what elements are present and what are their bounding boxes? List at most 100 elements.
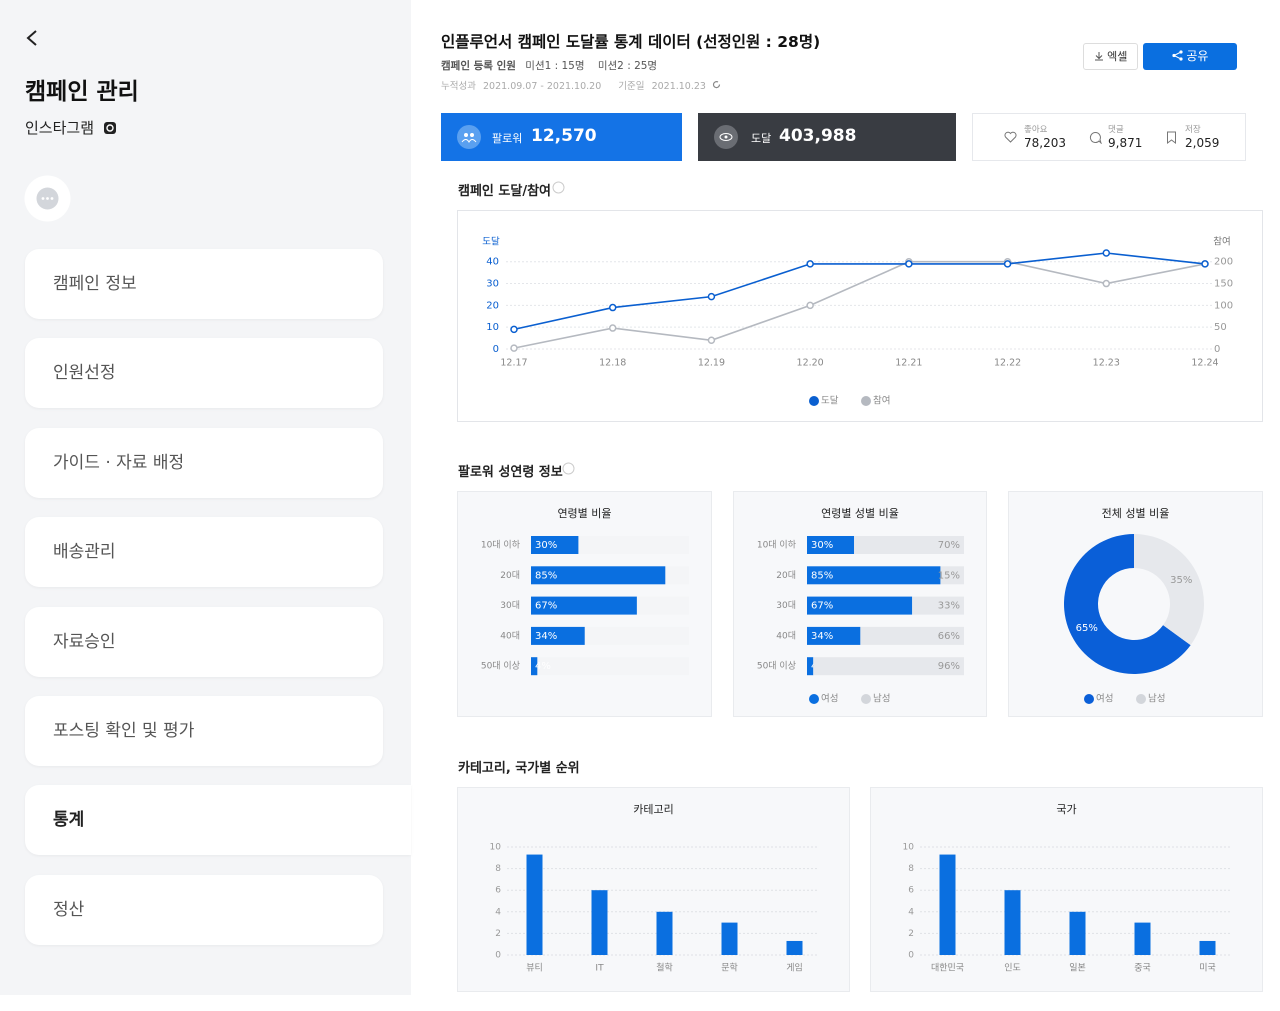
- menu-item[interactable]: 배송관리: [25, 517, 383, 588]
- x-tick-label: 게임: [786, 962, 803, 974]
- menu-item[interactable]: 자료승인: [25, 606, 383, 677]
- bar-segment: [807, 657, 814, 676]
- share-button[interactable]: 공유: [1143, 43, 1237, 70]
- sidebar: 캠페인 관리 인스타그램 캠페인 정보 인원선정 가이드 · 자료 배정 배송관리 자료…: [0, 0, 411, 995]
- legend-label: 남성: [873, 694, 890, 705]
- bar: [531, 626, 585, 645]
- series-line: [513, 260, 1206, 349]
- legend-swatch: [861, 694, 871, 704]
- like-icon: [1004, 131, 1017, 143]
- mission-info: 캠페인 등록 인원 미션1 : 15명 미션2 : 25명: [441, 58, 657, 73]
- point: [806, 301, 814, 310]
- section-title: 팔로워 성연령 정보: [458, 465, 563, 480]
- help-icon[interactable]: [552, 181, 565, 194]
- section-title: 카테고리, 국가별 순위: [458, 761, 580, 776]
- category-label: 50대 이상: [481, 661, 520, 672]
- bar-track: [531, 657, 689, 676]
- y-tick-label: 2: [495, 929, 501, 939]
- x-tick-label: 대한민국: [931, 963, 964, 974]
- legend-label: 참여: [873, 395, 890, 407]
- category-label: 40대: [500, 630, 520, 641]
- panel-title: 연령별 성별 비율: [821, 507, 899, 520]
- point: [608, 324, 617, 332]
- value-label: 70%: [938, 540, 960, 551]
- x-tick-label: 12.22: [994, 358, 1021, 369]
- bar: [656, 911, 673, 955]
- value-label: 4%: [535, 661, 551, 672]
- menu-item[interactable]: 인원선정: [25, 338, 383, 409]
- download-icon: [1094, 52, 1103, 61]
- comment-icon: [1089, 131, 1102, 144]
- point: [905, 260, 913, 268]
- panel-title: 카테고리: [633, 803, 673, 816]
- bar: [531, 657, 538, 676]
- bar: [531, 536, 579, 554]
- value-label: 85%: [535, 570, 557, 581]
- y-tick-label: 6: [495, 886, 501, 896]
- back-button[interactable]: [22, 28, 42, 48]
- menu-item[interactable]: 정산: [25, 874, 383, 945]
- period-label: 누적성과: [441, 81, 476, 92]
- bar-segment: [912, 596, 964, 615]
- period: 2021.09.07 - 2021.10.20: [483, 81, 602, 92]
- registered-label: 캠페인 등록 인원: [441, 60, 516, 72]
- y2-tick-label: 200: [1214, 257, 1233, 268]
- help-icon[interactable]: [562, 462, 575, 475]
- y-tick-label: 20: [486, 300, 499, 311]
- category-label: 20대: [776, 570, 796, 581]
- share-icon: [1171, 50, 1183, 61]
- bar: [531, 596, 637, 615]
- excel-button[interactable]: 엑셀: [1083, 43, 1138, 70]
- menu-item[interactable]: 통계: [25, 785, 411, 856]
- value-label: 34%: [535, 631, 557, 642]
- x-tick-label: 12.18: [599, 358, 626, 369]
- point: [1102, 279, 1111, 288]
- refresh-icon[interactable]: [712, 80, 721, 89]
- y2-tick-label: 150: [1214, 279, 1233, 290]
- value-label: 67%: [811, 601, 833, 612]
- x-tick-label: 12.21: [895, 358, 922, 369]
- y-tick-label: 4: [908, 907, 914, 917]
- panel-title: 연령별 비율: [557, 507, 611, 520]
- x-tick-label: 미국: [1199, 963, 1216, 974]
- category-label: 20대: [500, 570, 520, 581]
- excel-label: 엑셀: [1107, 50, 1128, 63]
- x-tick-label: 철학: [656, 963, 673, 974]
- bar-segment: [807, 566, 941, 585]
- reach-card: 도달 403,988: [698, 113, 956, 161]
- point: [608, 303, 617, 312]
- donut-segment: [1064, 534, 1191, 674]
- menu-item[interactable]: 포스팅 확인 및 평가: [25, 696, 383, 766]
- bar-segment: [807, 536, 855, 554]
- y-tick-label: 0: [493, 344, 499, 355]
- y-tick-label: 10: [490, 843, 502, 853]
- series-line: [513, 252, 1206, 331]
- x-tick-label: 12.23: [1093, 358, 1120, 369]
- value-label: 35%: [1170, 575, 1192, 586]
- panel-title: 국가: [1056, 803, 1076, 816]
- platform: 인스타그램: [25, 117, 117, 138]
- point: [1003, 260, 1012, 268]
- instagram-icon: [103, 122, 116, 134]
- chat-button[interactable]: [24, 175, 71, 222]
- value-label: 30%: [535, 540, 557, 551]
- saves-label: 저장: [1185, 125, 1201, 135]
- bar: [1199, 940, 1216, 955]
- menu-item[interactable]: 캠페인 정보: [25, 249, 383, 319]
- legend-label: 여성: [821, 693, 838, 705]
- gender-panel: [1008, 491, 1263, 717]
- menu-item[interactable]: 가이드 · 자료 배정: [25, 427, 383, 498]
- x-tick-label: 뷰티: [526, 963, 543, 974]
- mission1: 미션1 : 15명: [525, 60, 585, 72]
- followers-value: 12,570: [531, 126, 597, 146]
- y-tick-label: 10: [903, 843, 915, 853]
- y-axis-label: 도달: [482, 236, 500, 248]
- category-label: 10대 이하: [757, 540, 797, 551]
- x-tick-label: 중국: [1134, 963, 1151, 974]
- y-tick-label: 6: [908, 886, 914, 896]
- x-tick-label: 12.19: [698, 358, 725, 369]
- x-tick-label: IT: [595, 964, 604, 974]
- likes-value: 78,203: [1024, 136, 1066, 150]
- bar: [1004, 890, 1021, 955]
